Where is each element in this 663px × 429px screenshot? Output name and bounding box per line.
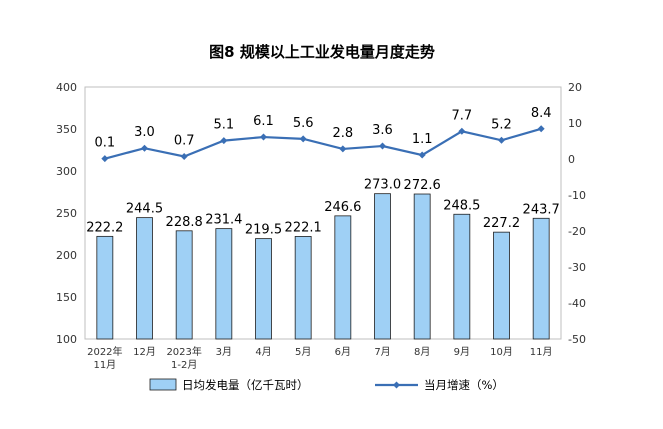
growth-point [220, 137, 228, 145]
bar-data-label: 246.6 [324, 200, 361, 215]
growth-data-label: 0.1 [94, 136, 115, 151]
growth-point [141, 144, 148, 152]
legend-line-label: 当月增速（%） [424, 378, 504, 392]
x-tick-label: 8月 [414, 346, 430, 358]
y-left-tick-label: 200 [56, 249, 77, 262]
x-tick-label: 4月 [255, 346, 271, 358]
x-tick-label: 6月 [335, 346, 351, 358]
bar [255, 238, 272, 340]
growth-point [101, 155, 109, 163]
x-tick-label: 10月 [490, 346, 513, 358]
growth-point [299, 135, 307, 143]
x-tick-label: 5月 [295, 346, 311, 358]
legend: 日均发电量（亿千瓦时） 当月增速（%） [149, 378, 504, 392]
bar-data-label: 244.5 [126, 202, 163, 217]
growth-point [418, 151, 426, 159]
growth-data-label: 7.7 [451, 108, 472, 123]
bar [532, 217, 550, 340]
bar [413, 193, 431, 340]
bar [334, 215, 352, 340]
growth-data-label: 3.6 [372, 123, 393, 138]
y-left-tick-label: 300 [56, 165, 77, 178]
bar [294, 236, 312, 340]
growth-data-label: 0.7 [174, 133, 195, 148]
y-left-tick-label: 150 [56, 291, 77, 304]
growth-data-label: 6.1 [253, 114, 274, 129]
x-tick-label: 11月 [530, 346, 553, 358]
growth-data-label: 8.4 [531, 106, 552, 121]
x-tick-label: 12月 [133, 346, 156, 358]
growth-data-label: 1.1 [412, 132, 433, 147]
growth-point [458, 127, 466, 135]
bar-data-label: 248.5 [443, 198, 480, 213]
bar-data-label: 227.2 [483, 216, 520, 231]
plot-frame [84, 86, 562, 340]
growth-data-label: 5.1 [213, 118, 234, 133]
y-right-tick-label: 20 [568, 81, 582, 94]
bar [96, 235, 114, 340]
legend-line-marker [393, 381, 400, 389]
bar-data-label: 272.6 [404, 178, 441, 193]
legend-bar-swatch [149, 378, 177, 391]
legend-bar-label: 日均发电量（亿千瓦时） [182, 378, 309, 392]
bar [453, 213, 471, 340]
y-right-tick-label: -10 [568, 189, 586, 202]
growth-data-label: 5.2 [491, 117, 512, 132]
growth-point [498, 136, 505, 144]
growth-data-label: 2.8 [332, 126, 353, 141]
bar-data-label: 231.4 [205, 213, 242, 228]
growth-point [537, 125, 545, 133]
x-tick-label: 1-2月 [171, 359, 197, 371]
y-left-tick-label: 100 [56, 333, 77, 346]
y-right-tick-label: -30 [568, 261, 586, 274]
bar-data-label: 243.7 [523, 202, 560, 217]
y-right-tick-label: -20 [568, 225, 586, 238]
y-left-tick-label: 350 [56, 123, 77, 136]
growth-data-label: 3.0 [134, 125, 155, 140]
x-tick-label: 11月 [93, 359, 116, 371]
y-right-tick-label: -50 [568, 333, 586, 346]
growth-point [180, 152, 188, 160]
bar-data-label: 273.0 [364, 178, 401, 193]
x-tick-label: 3月 [216, 346, 232, 358]
growth-point [379, 142, 386, 150]
x-tick-label: 9月 [454, 346, 470, 358]
y-left-tick-label: 250 [56, 207, 77, 220]
y-left-tick-label: 400 [56, 81, 77, 94]
bar-data-label: 219.5 [245, 223, 282, 238]
x-tick-label: 2022年 [87, 345, 122, 358]
bar-data-label: 228.8 [166, 215, 203, 230]
bar [374, 193, 391, 340]
bar [136, 217, 153, 340]
y-right-tick-label: -40 [568, 297, 586, 310]
y-right-tick-label: 10 [568, 117, 582, 130]
growth-line [104, 127, 542, 160]
growth-point [260, 133, 267, 141]
growth-point [339, 145, 347, 153]
bar-data-label: 222.1 [285, 220, 322, 235]
x-tick-label: 2023年 [166, 345, 201, 358]
x-tick-label: 7月 [374, 346, 390, 358]
bar [215, 228, 233, 340]
bar [175, 230, 193, 340]
chart-title: 图8 规模以上工业发电量月度走势 [209, 43, 435, 61]
bar-data-label: 222.2 [86, 220, 123, 235]
growth-data-label: 5.6 [293, 116, 314, 131]
bar [493, 231, 510, 340]
plot-area: 100 150 200 250 300 350 400 -50 -40 -30 -20 -10 0 10 2… [56, 81, 586, 371]
y-right-tick-label: 0 [568, 153, 575, 166]
